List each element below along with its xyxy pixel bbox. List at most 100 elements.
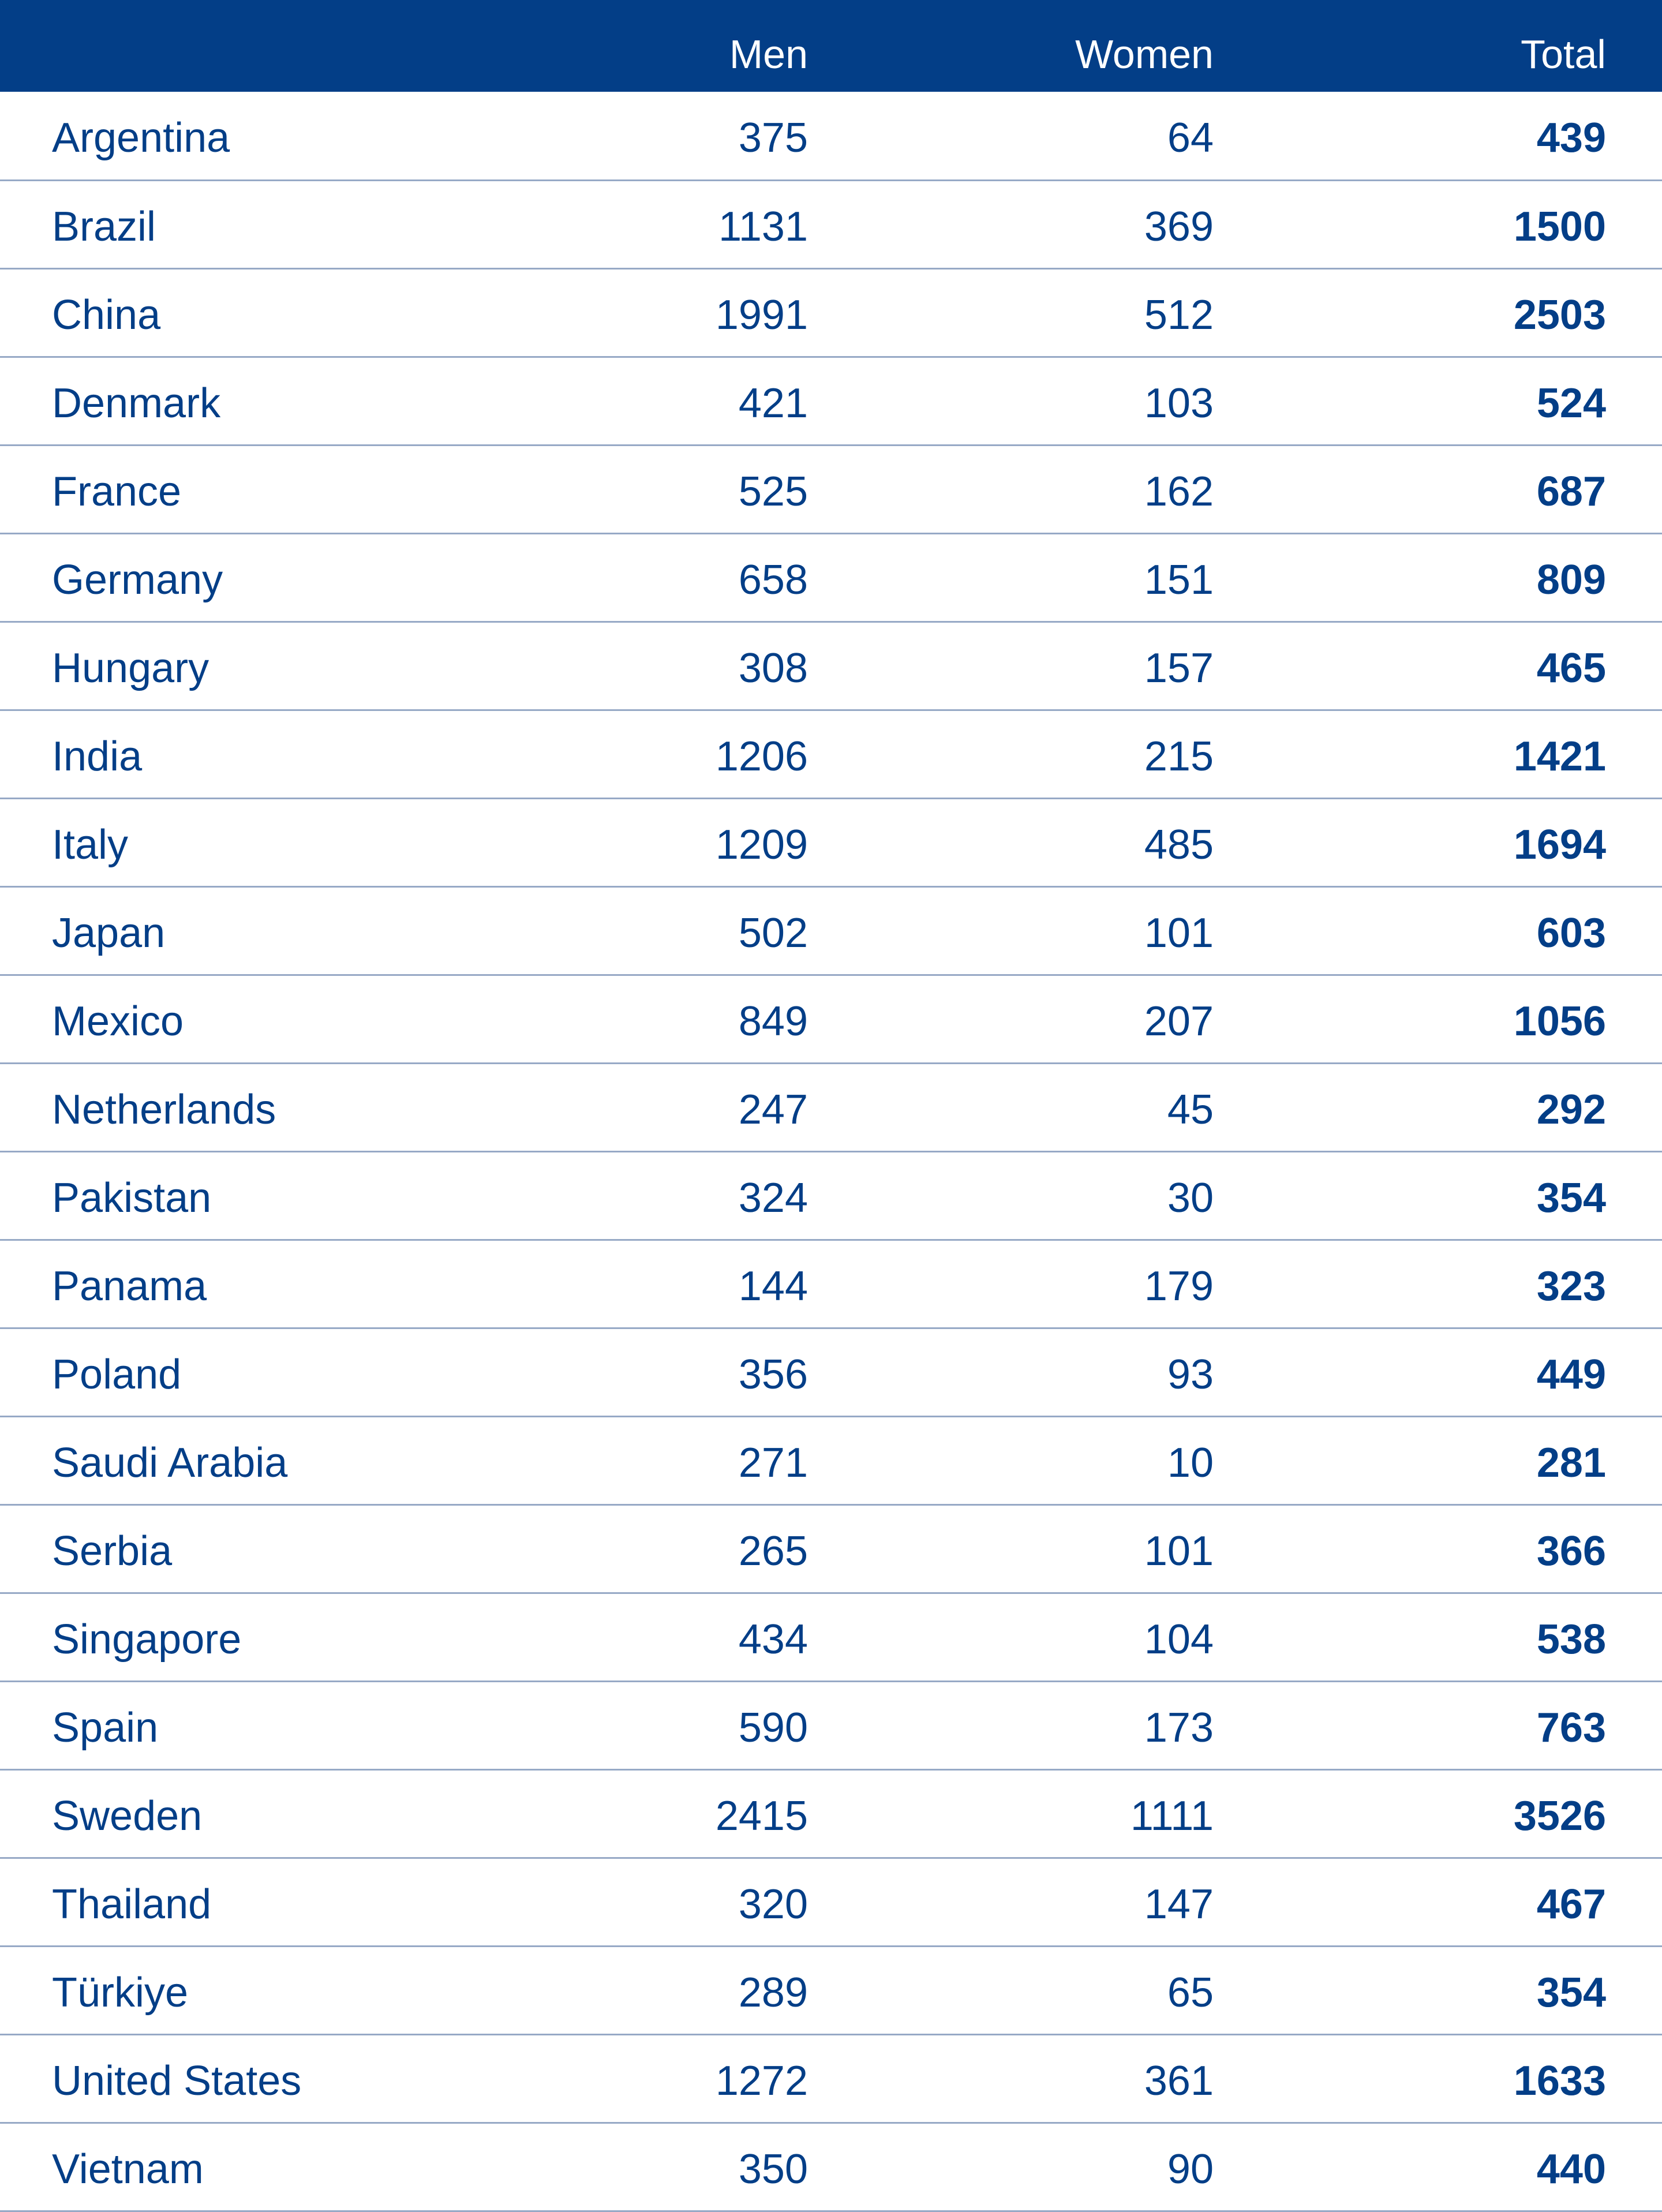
header-pad [1606, 0, 1662, 92]
table-row: Singapore 434 104 538 [0, 1593, 1662, 1681]
row-spacer [0, 2034, 52, 2123]
row-spacer [0, 975, 52, 1063]
row-pad [1606, 622, 1662, 710]
table-row: China 1991 512 2503 [0, 268, 1662, 357]
row-spacer [0, 710, 52, 798]
row-spacer [0, 180, 52, 268]
table-row: Türkiye 289 65 354 [0, 1946, 1662, 2034]
total-cell: 3526 [1513, 1792, 1606, 1839]
country-cell: Mexico [52, 998, 184, 1045]
men-cell: 271 [738, 1439, 808, 1486]
row-pad [1606, 268, 1662, 357]
row-pad [1606, 1151, 1662, 1240]
women-cell: 101 [1144, 1528, 1214, 1574]
total-cell: 366 [1536, 1528, 1606, 1574]
row-spacer [0, 1328, 52, 1416]
women-cell: 10 [1167, 1439, 1214, 1486]
table-row: Thailand 320 147 467 [0, 1858, 1662, 1946]
row-spacer [0, 1769, 52, 1858]
row-pad [1606, 2123, 1662, 2211]
row-pad [1606, 357, 1662, 445]
women-cell: 151 [1144, 556, 1214, 603]
table-header: Men Women Total [0, 0, 1662, 92]
row-spacer [0, 1946, 52, 2034]
table-row: Panama 144 179 323 [0, 1240, 1662, 1328]
country-cell: Argentina [52, 114, 230, 161]
men-cell: 289 [738, 1969, 808, 2016]
women-cell: 369 [1144, 203, 1214, 250]
row-pad [1606, 798, 1662, 886]
row-pad [1606, 1240, 1662, 1328]
row-spacer [0, 886, 52, 975]
table-row: Brazil 1131 369 1500 [0, 180, 1662, 268]
men-cell: 350 [738, 2146, 808, 2192]
table-row: Denmark 421 103 524 [0, 357, 1662, 445]
men-cell: 320 [738, 1881, 808, 1927]
men-cell: 247 [738, 1086, 808, 1133]
men-cell: 658 [738, 556, 808, 603]
country-cell: Serbia [52, 1528, 173, 1574]
total-cell: 439 [1536, 114, 1606, 161]
country-cell: Pakistan [52, 1174, 212, 1221]
row-spacer [0, 1416, 52, 1504]
total-cell: 1633 [1513, 2057, 1606, 2104]
men-cell: 265 [738, 1528, 808, 1574]
men-cell: 1206 [715, 733, 808, 780]
women-cell: 173 [1144, 1704, 1214, 1751]
women-cell: 157 [1144, 645, 1214, 691]
total-cell: 1421 [1513, 733, 1606, 780]
women-cell: 215 [1144, 733, 1214, 780]
total-cell: 440 [1536, 2146, 1606, 2192]
women-cell: 93 [1167, 1351, 1214, 1398]
total-cell: 1694 [1513, 821, 1606, 868]
country-cell: India [52, 733, 143, 780]
men-cell: 421 [738, 380, 808, 426]
total-cell: 449 [1536, 1351, 1606, 1398]
men-cell: 356 [738, 1351, 808, 1398]
women-cell: 179 [1144, 1263, 1214, 1309]
row-pad [1606, 533, 1662, 622]
table-row: Saudi Arabia 271 10 281 [0, 1416, 1662, 1504]
table-row: Poland 356 93 449 [0, 1328, 1662, 1416]
total-cell: 292 [1536, 1086, 1606, 1133]
men-cell: 1131 [718, 203, 808, 250]
total-cell: 809 [1536, 556, 1606, 603]
total-cell: 763 [1536, 1704, 1606, 1751]
total-cell: 467 [1536, 1881, 1606, 1927]
table-row: Pakistan 324 30 354 [0, 1151, 1662, 1240]
total-cell: 524 [1536, 380, 1606, 426]
row-spacer [0, 445, 52, 533]
country-cell: Poland [52, 1351, 182, 1398]
total-cell: 354 [1536, 1969, 1606, 2016]
country-cell: Netherlands [52, 1086, 276, 1133]
table-row: Serbia 265 101 366 [0, 1504, 1662, 1593]
women-cell: 512 [1144, 291, 1214, 338]
women-cell: 30 [1167, 1174, 1214, 1221]
women-cell: 147 [1144, 1881, 1214, 1927]
row-pad [1606, 1769, 1662, 1858]
row-pad [1606, 92, 1662, 180]
row-pad [1606, 2034, 1662, 2123]
table-row: Italy 1209 485 1694 [0, 798, 1662, 886]
men-cell: 434 [738, 1616, 808, 1663]
table-row: United States 1272 361 1633 [0, 2034, 1662, 2123]
men-cell: 2415 [715, 1792, 808, 1839]
row-spacer [0, 268, 52, 357]
country-cell: Italy [52, 821, 129, 868]
header-women: Women [1075, 31, 1214, 77]
women-cell: 361 [1144, 2057, 1214, 2104]
women-cell: 64 [1167, 114, 1214, 161]
total-cell: 323 [1536, 1263, 1606, 1309]
total-cell: 281 [1536, 1439, 1606, 1486]
header-spacer [0, 0, 52, 92]
men-cell: 502 [738, 909, 808, 956]
table-row: Netherlands 247 45 292 [0, 1063, 1662, 1151]
men-cell: 849 [738, 998, 808, 1045]
total-cell: 1500 [1513, 203, 1606, 250]
women-cell: 45 [1167, 1086, 1214, 1133]
men-cell: 324 [738, 1174, 808, 1221]
table-row: Mexico 849 207 1056 [0, 975, 1662, 1063]
country-cell: Vietnam [52, 2146, 204, 2192]
total-cell: 2503 [1513, 291, 1606, 338]
total-cell: 538 [1536, 1616, 1606, 1663]
